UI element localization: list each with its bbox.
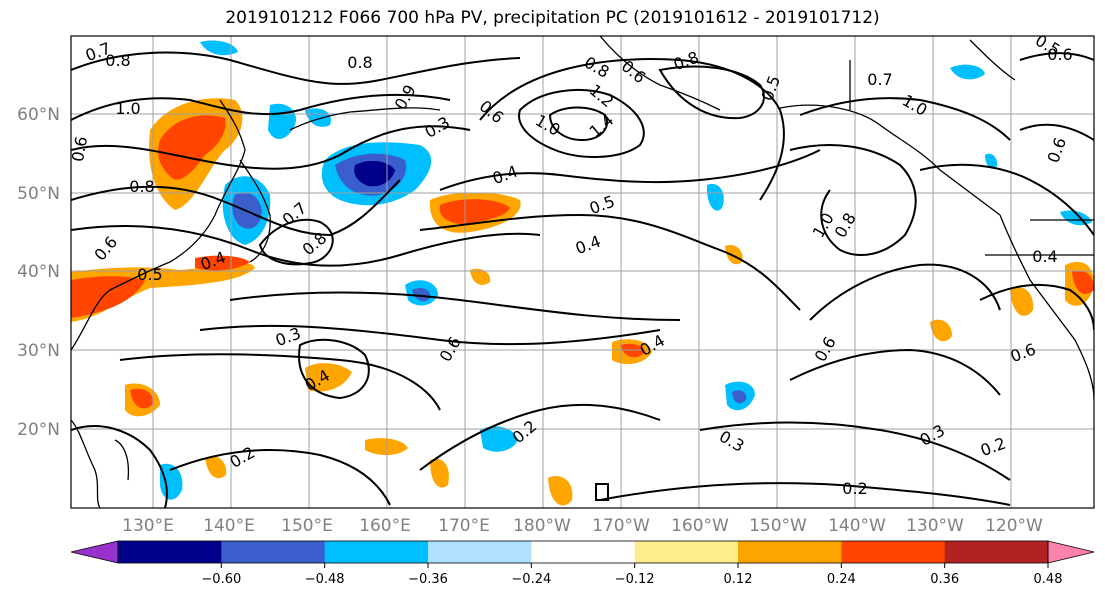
- contour-label: 0.7: [867, 70, 892, 89]
- colorbar: −0.60 −0.48 −0.36 −0.24 −0.12 0.12 0.24 0.36 0.4…: [70, 540, 1095, 587]
- colorbar-extend-min: [70, 540, 119, 564]
- lat-label: 40°N: [17, 262, 60, 282]
- precip-blob-negative: [480, 426, 518, 452]
- contour-label: 0.5: [137, 265, 162, 284]
- lon-label: 180°W: [513, 516, 571, 536]
- lat-label: 30°N: [17, 341, 60, 361]
- precip-blob-positive: [71, 276, 145, 318]
- contour-label: 0.8: [105, 51, 130, 70]
- precip-blob-positive: [1010, 287, 1034, 316]
- precip-blob-positive: [439, 199, 510, 224]
- lon-label: 170°W: [592, 516, 650, 536]
- lon-label: 150°E: [281, 516, 333, 536]
- contour-label: 0.6: [68, 135, 91, 163]
- precip-blob-positive: [158, 115, 226, 180]
- colorbar-segment: [428, 541, 532, 563]
- colorbar-tick-label: 0.36: [930, 572, 959, 587]
- graticule: [71, 36, 1094, 508]
- lon-label: 150°W: [749, 516, 807, 536]
- contour-label: 0.4: [1032, 247, 1057, 266]
- precip-blob-positive: [470, 268, 491, 285]
- precip-blob-positive: [430, 458, 449, 488]
- precip-blob-negative: [160, 463, 183, 500]
- colorbar-tick-label: 0.48: [1034, 572, 1063, 587]
- precip-blob-positive: [305, 363, 352, 392]
- precip-blob-positive: [930, 319, 952, 342]
- precip-blob-negative: [732, 390, 747, 404]
- colorbar-tick-label: −0.60: [201, 572, 241, 587]
- precip-blob-negative: [706, 183, 724, 211]
- contour-label: 0.8: [347, 53, 372, 72]
- colorbar-segment: [324, 541, 429, 563]
- colorbar-tick-label: −0.12: [615, 572, 655, 587]
- contour-label: 1.0: [115, 99, 140, 118]
- colorbar-segment: [118, 541, 222, 563]
- precip-blob-negative: [200, 40, 238, 56]
- colorbar-frame: [117, 540, 1049, 564]
- coastlines: [71, 36, 1094, 508]
- colorbar-segment: [634, 541, 739, 563]
- lat-label: 20°N: [17, 420, 60, 440]
- precip-blob-negative: [412, 287, 431, 302]
- lon-label: 160°W: [671, 516, 729, 536]
- colorbar-segment: [944, 541, 1049, 563]
- colorbar-tick-label: −0.36: [408, 572, 448, 587]
- precip-blob-negative: [950, 64, 985, 80]
- contour-label: 0.8: [129, 177, 154, 196]
- longitude-labels: 130°E 140°E 150°E 160°E 170°E 180°W 170°…: [122, 516, 1043, 536]
- lon-label: 120°W: [985, 516, 1043, 536]
- colorbar-segment: [221, 541, 326, 563]
- precip-blob-positive: [205, 455, 227, 479]
- precip-blob-positive: [130, 388, 154, 409]
- map-frame: [70, 35, 1095, 509]
- precip-blob-positive: [620, 343, 645, 358]
- lon-label: 160°E: [359, 516, 411, 536]
- precip-blob-positive: [725, 244, 743, 265]
- lon-label: 170°E: [438, 516, 490, 536]
- contour-label: 0.6: [1047, 45, 1072, 64]
- colorbar-tick-label: −0.24: [511, 572, 551, 587]
- lon-label: 130°W: [906, 516, 964, 536]
- precip-blob-negative: [305, 108, 331, 127]
- precip-blob-positive: [195, 255, 250, 271]
- lat-label: 60°N: [17, 105, 60, 125]
- colorbar-tick-label: 0.12: [724, 572, 753, 587]
- precip-blob-negative: [354, 160, 395, 187]
- latitude-labels: 60°N 50°N 40°N 30°N 20°N: [17, 105, 60, 440]
- pv-contours: [71, 51, 1094, 508]
- precip-blob-positive: [1072, 270, 1094, 295]
- contour-label: 0.2: [842, 479, 867, 498]
- lon-label: 140°E: [203, 516, 255, 536]
- colorbar-segment: [531, 541, 636, 563]
- colorbar-extend-max: [1047, 540, 1095, 564]
- colorbar-segment: [841, 541, 946, 563]
- precip-blob-positive: [548, 476, 573, 506]
- lon-label: 130°E: [122, 516, 174, 536]
- lat-label: 50°N: [17, 184, 60, 204]
- precip-blob-negative: [985, 153, 998, 169]
- colorbar-tick-label: −0.48: [305, 572, 345, 587]
- colorbar-tick-label: 0.24: [827, 572, 856, 587]
- lon-label: 140°W: [828, 516, 886, 536]
- colorbar-segment: [738, 541, 842, 563]
- map-title: 2019101212 F066 700 hPa PV, precipitatio…: [225, 8, 880, 28]
